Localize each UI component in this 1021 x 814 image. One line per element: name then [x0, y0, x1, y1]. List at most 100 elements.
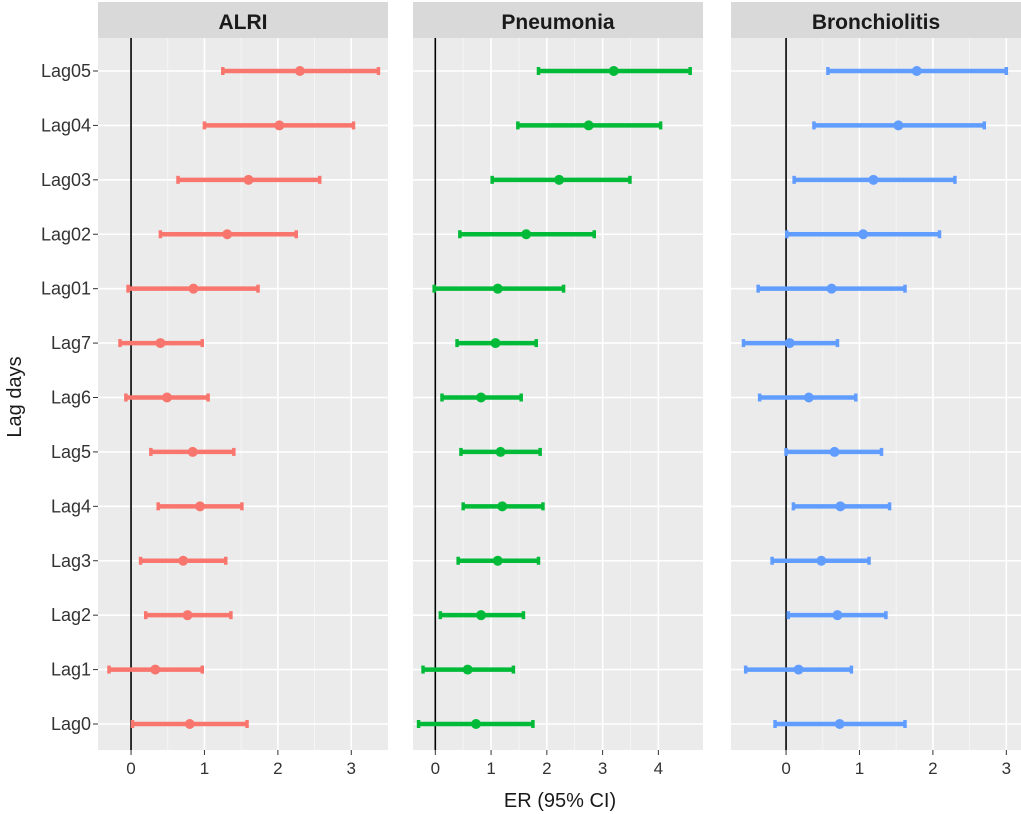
point-estimate — [893, 120, 904, 131]
ci-bar-lag4 — [156, 501, 244, 512]
point-estimate — [492, 283, 503, 294]
y-axis-title: Lag days — [4, 356, 26, 437]
point-estimate — [243, 174, 254, 185]
panel-background — [98, 38, 388, 750]
x-tick-label: 2 — [928, 759, 937, 778]
y-tick-label: Lag7 — [51, 333, 91, 353]
point-estimate — [495, 446, 506, 457]
point-estimate — [826, 283, 837, 294]
ci-bar-lag04 — [516, 120, 663, 131]
point-estimate — [476, 610, 487, 621]
y-tick-label: Lag01 — [41, 279, 91, 299]
point-estimate — [784, 338, 795, 349]
ci-bar-lag03 — [792, 174, 957, 185]
ci-bar-lag04 — [202, 120, 356, 131]
panel-strip — [731, 2, 1021, 38]
ci-bar-lag3 — [456, 555, 541, 566]
ci-bar-lag0 — [416, 719, 535, 729]
x-tick-label: 0 — [126, 759, 135, 778]
ci-bar-lag2 — [143, 610, 233, 621]
ci-bar-lag05 — [536, 66, 692, 76]
y-tick-label: Lag0 — [51, 714, 91, 734]
point-estimate — [868, 174, 879, 185]
ci-bar-lag02 — [785, 229, 942, 240]
y-tick-label: Lag03 — [41, 170, 91, 190]
facet-panels: ALRI 0 1 2 3 Pneumonia 0 1 2 3 4 Bronchiolitis 0 1 2 3 — [98, 2, 1021, 778]
x-tick-label: 3 — [598, 759, 607, 778]
ci-bar-lag3 — [770, 555, 871, 566]
ci-bar-lag7 — [741, 338, 840, 349]
ci-bar-lag01 — [432, 283, 566, 294]
point-estimate — [184, 719, 195, 729]
x-tick-label: 1 — [486, 759, 495, 778]
point-estimate — [155, 338, 166, 349]
ci-bar-lag1 — [107, 664, 205, 675]
x-tick-label: 2 — [542, 759, 551, 778]
point-estimate — [222, 229, 233, 240]
ci-bar-lag4 — [791, 501, 892, 512]
point-estimate — [476, 392, 487, 403]
point-estimate — [490, 338, 501, 349]
panel-alri: ALRI 0 1 2 3 — [98, 2, 388, 778]
point-estimate — [195, 501, 206, 512]
point-estimate — [462, 664, 473, 675]
point-estimate — [497, 501, 508, 512]
ci-bar-lag1 — [421, 664, 516, 675]
ci-bar-lag03 — [490, 174, 632, 185]
ci-bar-lag4 — [461, 501, 545, 512]
y-tick-label: Lag02 — [41, 224, 91, 244]
y-tick-label: Lag6 — [51, 388, 91, 408]
x-tick-label: 4 — [654, 759, 663, 778]
ci-bar-lag2 — [438, 610, 526, 621]
ci-bar-lag6 — [757, 392, 858, 403]
point-estimate — [608, 66, 619, 76]
ci-bar-lag7 — [118, 338, 205, 349]
point-estimate — [492, 555, 503, 566]
ci-bar-lag04 — [812, 120, 987, 131]
point-estimate — [832, 610, 843, 621]
ci-bar-lag1 — [743, 664, 854, 675]
ci-bar-lag0 — [130, 719, 249, 729]
point-estimate — [274, 120, 285, 131]
point-estimate — [911, 66, 922, 76]
x-tick-label: 3 — [1002, 759, 1011, 778]
ci-bar-lag05 — [826, 66, 1009, 76]
point-estimate — [294, 66, 305, 76]
point-estimate — [554, 174, 565, 185]
panel-pneumonia: Pneumonia 0 1 2 3 4 — [413, 2, 703, 778]
point-estimate — [521, 229, 532, 240]
y-axis-category-labels: Lag05 Lag04 Lag03 Lag02 Lag01 Lag7 Lag6 Lag5 Lag… — [41, 61, 98, 734]
ci-bar-lag01 — [126, 283, 260, 294]
panel-bronchiolitis: Bronchiolitis 0 1 2 3 — [731, 2, 1021, 778]
panel-background — [731, 38, 1021, 750]
panel-title: Pneumonia — [501, 11, 615, 34]
ci-bar-lag02 — [458, 229, 596, 240]
point-estimate — [793, 664, 804, 675]
point-estimate — [188, 283, 199, 294]
y-tick-label: Lag1 — [51, 660, 91, 680]
ci-bar-lag01 — [756, 283, 907, 294]
point-estimate — [471, 719, 482, 729]
point-estimate — [182, 610, 193, 621]
point-estimate — [178, 555, 189, 566]
point-estimate — [858, 229, 869, 240]
y-tick-label: Lag2 — [51, 605, 91, 625]
ci-bar-lag6 — [124, 392, 210, 403]
y-tick-label: Lag05 — [41, 61, 91, 81]
panel-strip — [413, 2, 703, 38]
ci-bar-lag6 — [440, 392, 523, 403]
point-estimate — [162, 392, 173, 403]
x-tick-label: 1 — [855, 759, 864, 778]
point-estimate — [583, 120, 594, 131]
point-estimate — [816, 555, 827, 566]
panel-title: Bronchiolitis — [812, 11, 940, 34]
ci-bar-lag2 — [786, 610, 888, 621]
y-tick-label: Lag5 — [51, 442, 91, 462]
panel-title: ALRI — [219, 11, 268, 34]
point-estimate — [803, 392, 814, 403]
ci-bar-lag7 — [455, 338, 538, 349]
ci-bar-lag02 — [158, 229, 298, 240]
ci-bar-lag5 — [459, 446, 542, 457]
y-tick-label: Lag04 — [41, 115, 91, 135]
point-estimate — [835, 501, 846, 512]
